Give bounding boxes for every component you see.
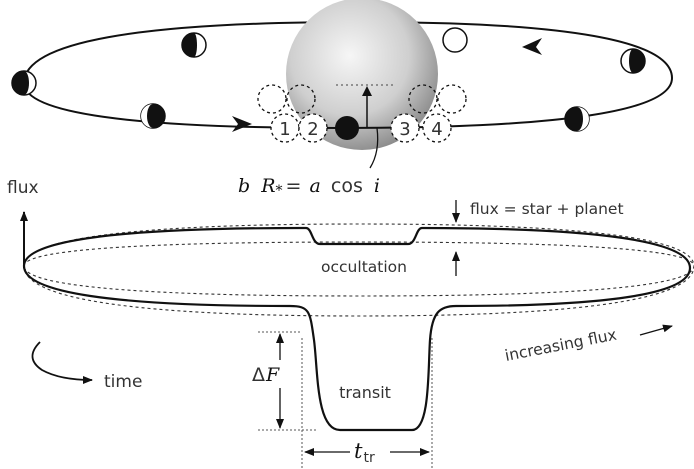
contact-label-2: 2 [307,119,318,140]
transit-depth-label-bg [250,360,296,388]
light-curve-back [22,226,692,269]
time-axis-arrow [31,341,93,384]
contact-label-3: 3 [399,119,410,140]
planet-phase-upper-left [181,32,207,58]
contact-label-4: 4 [431,119,442,140]
planet-contact-2 [298,113,328,143]
planet-contact-3 [390,113,420,143]
planet-phase-far-right [620,48,646,74]
star [286,0,438,150]
baseline-reference-inner [23,241,694,297]
planet-phase-lower-left [140,103,166,129]
planet-phase-left-full [11,70,37,96]
transit-label: transit [339,383,391,402]
increasing-flux-label: increasing flux [503,326,618,365]
occultation-label: occultation [321,258,407,276]
planet-phase-upper-right-full [442,27,468,53]
increasing-flux-arrow [639,324,673,336]
flux-sum-label: flux = star + planet [470,200,624,218]
impact-label-leader [369,127,379,169]
orbit-diagram: 1 2 3 4 b R [11,0,673,199]
planet-phase-lower-right [564,106,590,132]
contact-label-1: 1 [279,119,290,140]
planet-ghost-occultation-1 [257,84,287,114]
planet-ghost-occultation-4 [437,84,467,114]
orbit-direction-arrow-front [232,116,252,132]
impact-parameter-label: b R* = a cos i [238,175,380,199]
transit-duration-label: ttr [354,439,375,466]
impact-parameter-arrowhead [362,86,372,96]
flux-axis-label: flux [7,178,39,198]
light-curve-front [22,265,692,432]
planet-mid-transit [335,116,359,140]
orbit-direction-arrow-back [522,38,542,55]
time-axis-label: time [104,372,142,392]
planet-ghost-occultation-2 [286,84,316,114]
light-curve-diagram: flux time flux = star + planet occultati… [7,178,694,469]
planet-ghost-occultation-3 [408,84,438,114]
planet-contact-4 [422,113,452,143]
transit-depth-label: ΔF [252,364,280,386]
